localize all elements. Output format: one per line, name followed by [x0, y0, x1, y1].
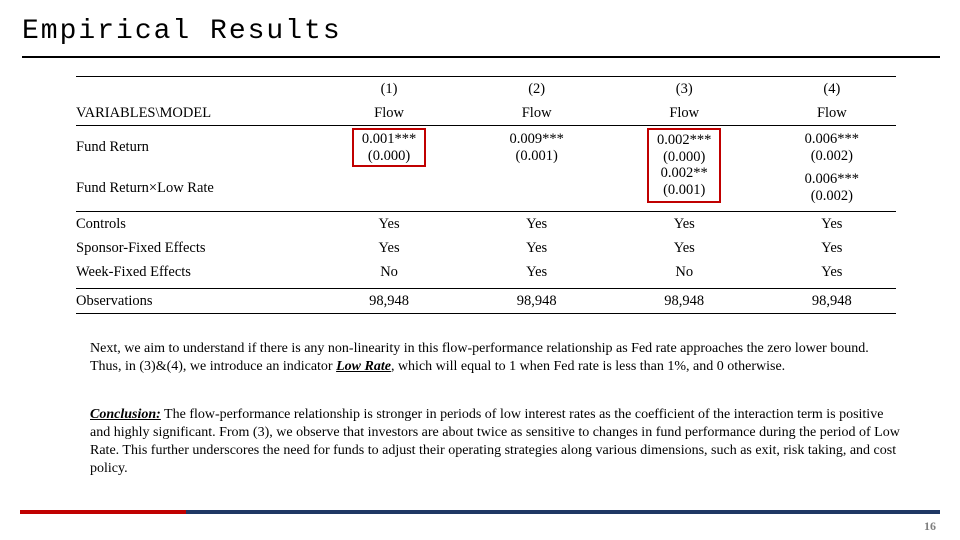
fund-return-low-cell-4: 0.006*** (0.002) [768, 169, 896, 207]
controls-3: Yes [601, 212, 768, 237]
conclusion-label: Conclusion: [90, 407, 161, 422]
fund-return-cell-2: 0.009*** (0.001) [473, 126, 601, 170]
fund-return-cell-3: 0.002*** (0.000) 0.002** (0.001) [601, 126, 768, 208]
row-week-fe-label: Week-Fixed Effects [76, 260, 306, 284]
controls-2: Yes [473, 212, 601, 237]
model-num-4: (4) [768, 77, 896, 102]
row-fund-return-low-label: Fund Return×Low Rate [76, 169, 306, 207]
fund-return-cell-1: 0.001*** (0.000) [306, 126, 473, 170]
controls-1: Yes [306, 212, 473, 237]
row-fund-return-label: Fund Return [76, 126, 306, 170]
variables-label: VARIABLES\MODEL [76, 101, 306, 126]
obs-4: 98,948 [768, 289, 896, 314]
fund-return-low-cell-1 [306, 169, 473, 207]
week-fe-4: Yes [768, 260, 896, 284]
model-num-2: (2) [473, 77, 601, 102]
paragraph-2: Conclusion: The flow-performance relatio… [90, 406, 900, 478]
controls-4: Yes [768, 212, 896, 237]
depvar-3: Flow [601, 101, 768, 126]
page-number: 16 [924, 519, 936, 534]
sponsor-fe-4: Yes [768, 236, 896, 260]
row-sponsor-fe-label: Sponsor-Fixed Effects [76, 236, 306, 260]
model-num-1: (1) [306, 77, 473, 102]
regression-table: (1) (2) (3) (4) VARIABLES\MODEL Flow Flo… [76, 76, 896, 314]
footer-bar-accent [20, 510, 186, 514]
footer-bar [20, 510, 940, 514]
sponsor-fe-1: Yes [306, 236, 473, 260]
sponsor-fe-2: Yes [473, 236, 601, 260]
footer-bar-main [186, 510, 940, 514]
row-obs-label: Observations [76, 289, 306, 314]
obs-2: 98,948 [473, 289, 601, 314]
low-rate-term: Low Rate [336, 359, 391, 374]
paragraph-1: Next, we aim to understand if there is a… [90, 340, 900, 376]
depvar-1: Flow [306, 101, 473, 126]
week-fe-1: No [306, 260, 473, 284]
week-fe-3: No [601, 260, 768, 284]
week-fe-2: Yes [473, 260, 601, 284]
fund-return-low-cell-2 [473, 169, 601, 207]
obs-1: 98,948 [306, 289, 473, 314]
slide: Empirical Results (1) (2) (3) (4) VARIAB… [0, 0, 960, 540]
slide-title: Empirical Results [22, 16, 342, 47]
obs-3: 98,948 [601, 289, 768, 314]
depvar-2: Flow [473, 101, 601, 126]
depvar-4: Flow [768, 101, 896, 126]
fund-return-cell-4: 0.006*** (0.002) [768, 126, 896, 170]
sponsor-fe-3: Yes [601, 236, 768, 260]
title-underline [22, 56, 940, 58]
row-controls-label: Controls [76, 212, 306, 237]
model-num-3: (3) [601, 77, 768, 102]
